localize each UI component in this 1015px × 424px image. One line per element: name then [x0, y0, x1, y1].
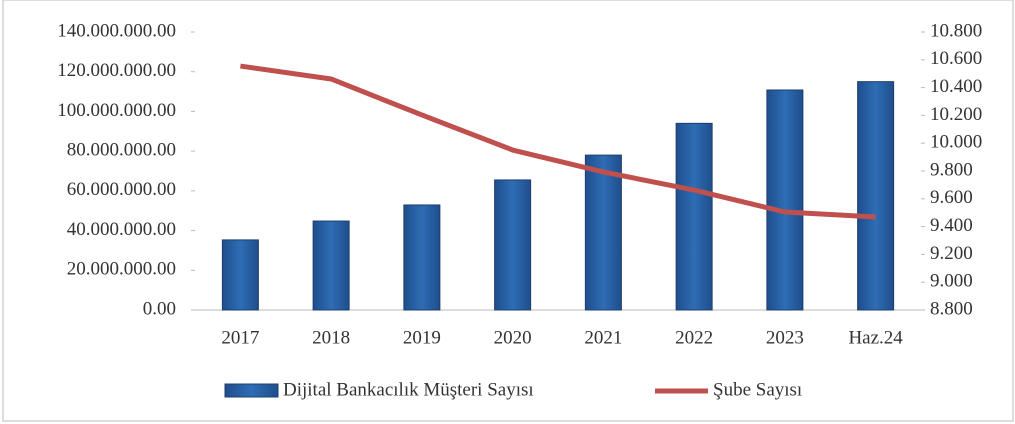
- legend-label: Dijital Bankacılık Müşteri Sayısı: [283, 379, 534, 400]
- y2-tick-label: 10.000: [930, 132, 982, 153]
- y2-tick-label: 9.000: [930, 271, 973, 292]
- legend-label: Şube Sayısı: [713, 379, 802, 400]
- y2-tick-label: 10.800: [930, 20, 982, 41]
- y-tick-label: 40.000.000.00: [67, 219, 176, 240]
- bar: [312, 220, 350, 311]
- x-tick-label: Haz.24: [848, 327, 903, 348]
- y2-tick-label: 10.200: [930, 104, 982, 125]
- y2-tick-label: 8.800: [930, 298, 973, 319]
- y-tick-label: 140.000.000.00: [57, 20, 176, 41]
- y2-tick-label: 10.400: [930, 76, 982, 97]
- x-tick-label: 2018: [312, 327, 350, 348]
- y2-tick-label: 9.800: [930, 159, 973, 180]
- y-tick-label: 100.000.000.00: [57, 100, 176, 121]
- y2-tick-label: 9.200: [930, 243, 973, 264]
- bar: [494, 179, 532, 311]
- bar: [584, 154, 622, 311]
- bar: [403, 204, 441, 311]
- y-tick-label: 20.000.000.00: [67, 259, 176, 280]
- bar: [221, 239, 259, 311]
- legend-swatch: [224, 383, 279, 398]
- x-tick-label: 2020: [494, 327, 532, 348]
- y-tick-label: 0.00: [143, 298, 176, 319]
- bar: [857, 81, 895, 311]
- y2-tick-label: 9.400: [930, 215, 973, 236]
- line: [240, 63, 876, 220]
- x-tick-label: 2023: [766, 327, 804, 348]
- x-tick-label: 2017: [221, 327, 259, 348]
- x-tick-label: 2019: [403, 327, 441, 348]
- x-tick-label: 2021: [584, 327, 622, 348]
- y2-tick-label: 10.600: [930, 48, 982, 69]
- y-tick-label: 80.000.000.00: [67, 140, 176, 161]
- y2-tick-label: 9.600: [930, 187, 973, 208]
- x-tick-label: 2022: [675, 327, 713, 348]
- y-tick-label: 120.000.000.00: [57, 60, 176, 81]
- bar: [675, 122, 713, 311]
- y-tick-label: 60.000.000.00: [67, 179, 176, 200]
- bar: [766, 89, 804, 311]
